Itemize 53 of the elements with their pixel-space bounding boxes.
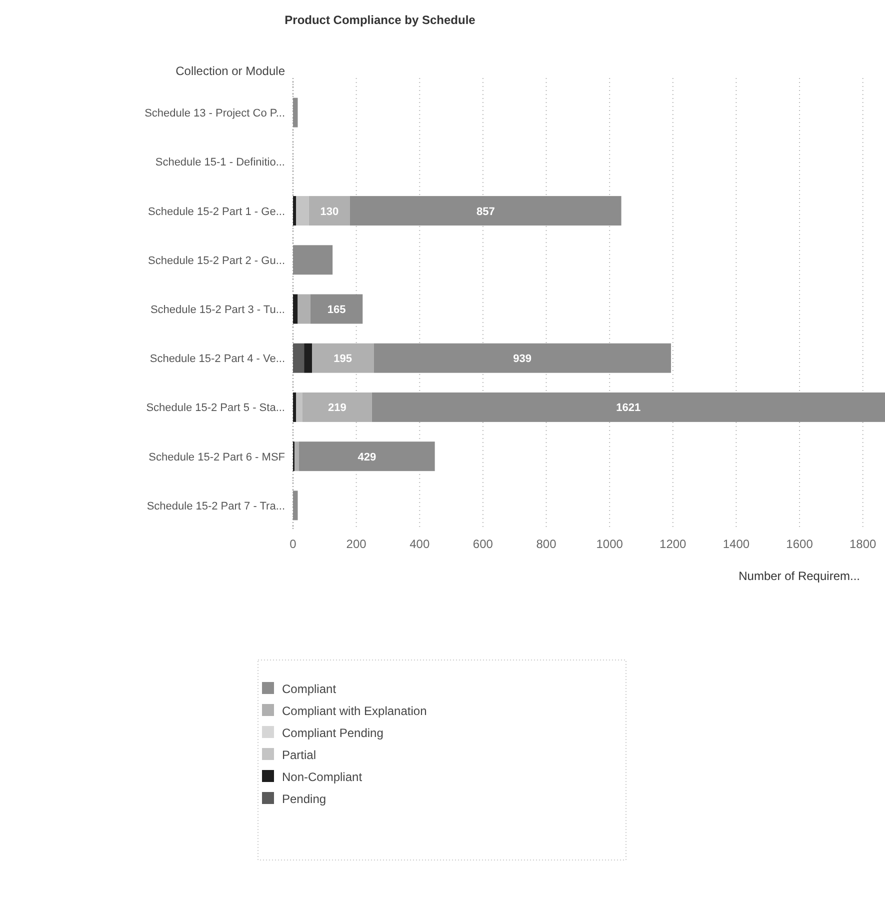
y-tick-label: Schedule 15-2 Part 7 - Tra... xyxy=(146,500,285,512)
bar xyxy=(293,245,333,275)
x-tick-label: 1600 xyxy=(786,537,814,551)
y-tick-label: Schedule 15-1 - Definitio... xyxy=(155,156,285,169)
y-tick-label: Schedule 15-2 Part 4 - Ve... xyxy=(150,353,285,366)
x-tick-label: 400 xyxy=(410,537,430,551)
data-label: 1621 xyxy=(616,402,641,414)
bar xyxy=(293,294,298,324)
chart-title: Product Compliance by Schedule xyxy=(284,13,476,27)
legend-label: Partial xyxy=(282,748,316,762)
x-tick-label: 1200 xyxy=(660,537,687,551)
legend-label: Compliant xyxy=(282,682,337,696)
y-tick-label: Schedule 15-2 Part 2 - Gu... xyxy=(148,254,285,267)
y-tick-label: Schedule 15-2 Part 5 - Sta... xyxy=(146,402,285,414)
y-tick-label: Schedule 15-2 Part 3 - Tu... xyxy=(150,304,285,316)
bar xyxy=(293,392,296,422)
bar xyxy=(374,343,671,373)
bar xyxy=(298,294,310,324)
bar xyxy=(299,442,435,472)
x-axis-title: Number of Requirem... xyxy=(738,569,860,583)
bar xyxy=(296,392,302,422)
y-tick-label: Schedule 13 - Project Co P... xyxy=(144,108,285,120)
y-axis-title: Collection or Module xyxy=(176,64,286,78)
data-label: 130 xyxy=(320,206,339,218)
y-tick-label: Schedule 15-2 Part 1 - Ge... xyxy=(148,206,285,218)
x-tick-label: 1800 xyxy=(849,537,877,551)
legend-label: Compliant Pending xyxy=(282,726,384,740)
x-tick-label: 800 xyxy=(536,537,557,551)
data-label: 219 xyxy=(328,402,346,414)
x-tick-label: 1400 xyxy=(722,537,750,551)
x-tick-label: 1000 xyxy=(596,537,624,551)
x-tick-label: 600 xyxy=(472,537,494,551)
x-tick-label: 200 xyxy=(346,537,367,551)
bar xyxy=(350,196,622,226)
bar xyxy=(304,343,312,373)
bar xyxy=(293,343,304,373)
bar xyxy=(296,196,309,226)
legend-label: Non-Compliant xyxy=(282,770,363,784)
bar xyxy=(372,392,885,422)
legend-label: Pending xyxy=(282,792,326,806)
data-label: 939 xyxy=(513,353,532,366)
bar xyxy=(293,196,296,226)
data-label: 429 xyxy=(358,451,376,464)
bar xyxy=(308,196,350,226)
data-label: 857 xyxy=(476,206,495,218)
data-label: 195 xyxy=(334,353,352,366)
data-label: 165 xyxy=(327,304,346,316)
y-tick-label: Schedule 15-2 Part 6 - MSF xyxy=(148,451,286,464)
legend-label: Compliant with Explanation xyxy=(282,704,427,718)
bar xyxy=(293,98,298,128)
bar xyxy=(310,294,363,324)
bar xyxy=(293,490,298,520)
x-tick-label: 0 xyxy=(290,537,297,551)
